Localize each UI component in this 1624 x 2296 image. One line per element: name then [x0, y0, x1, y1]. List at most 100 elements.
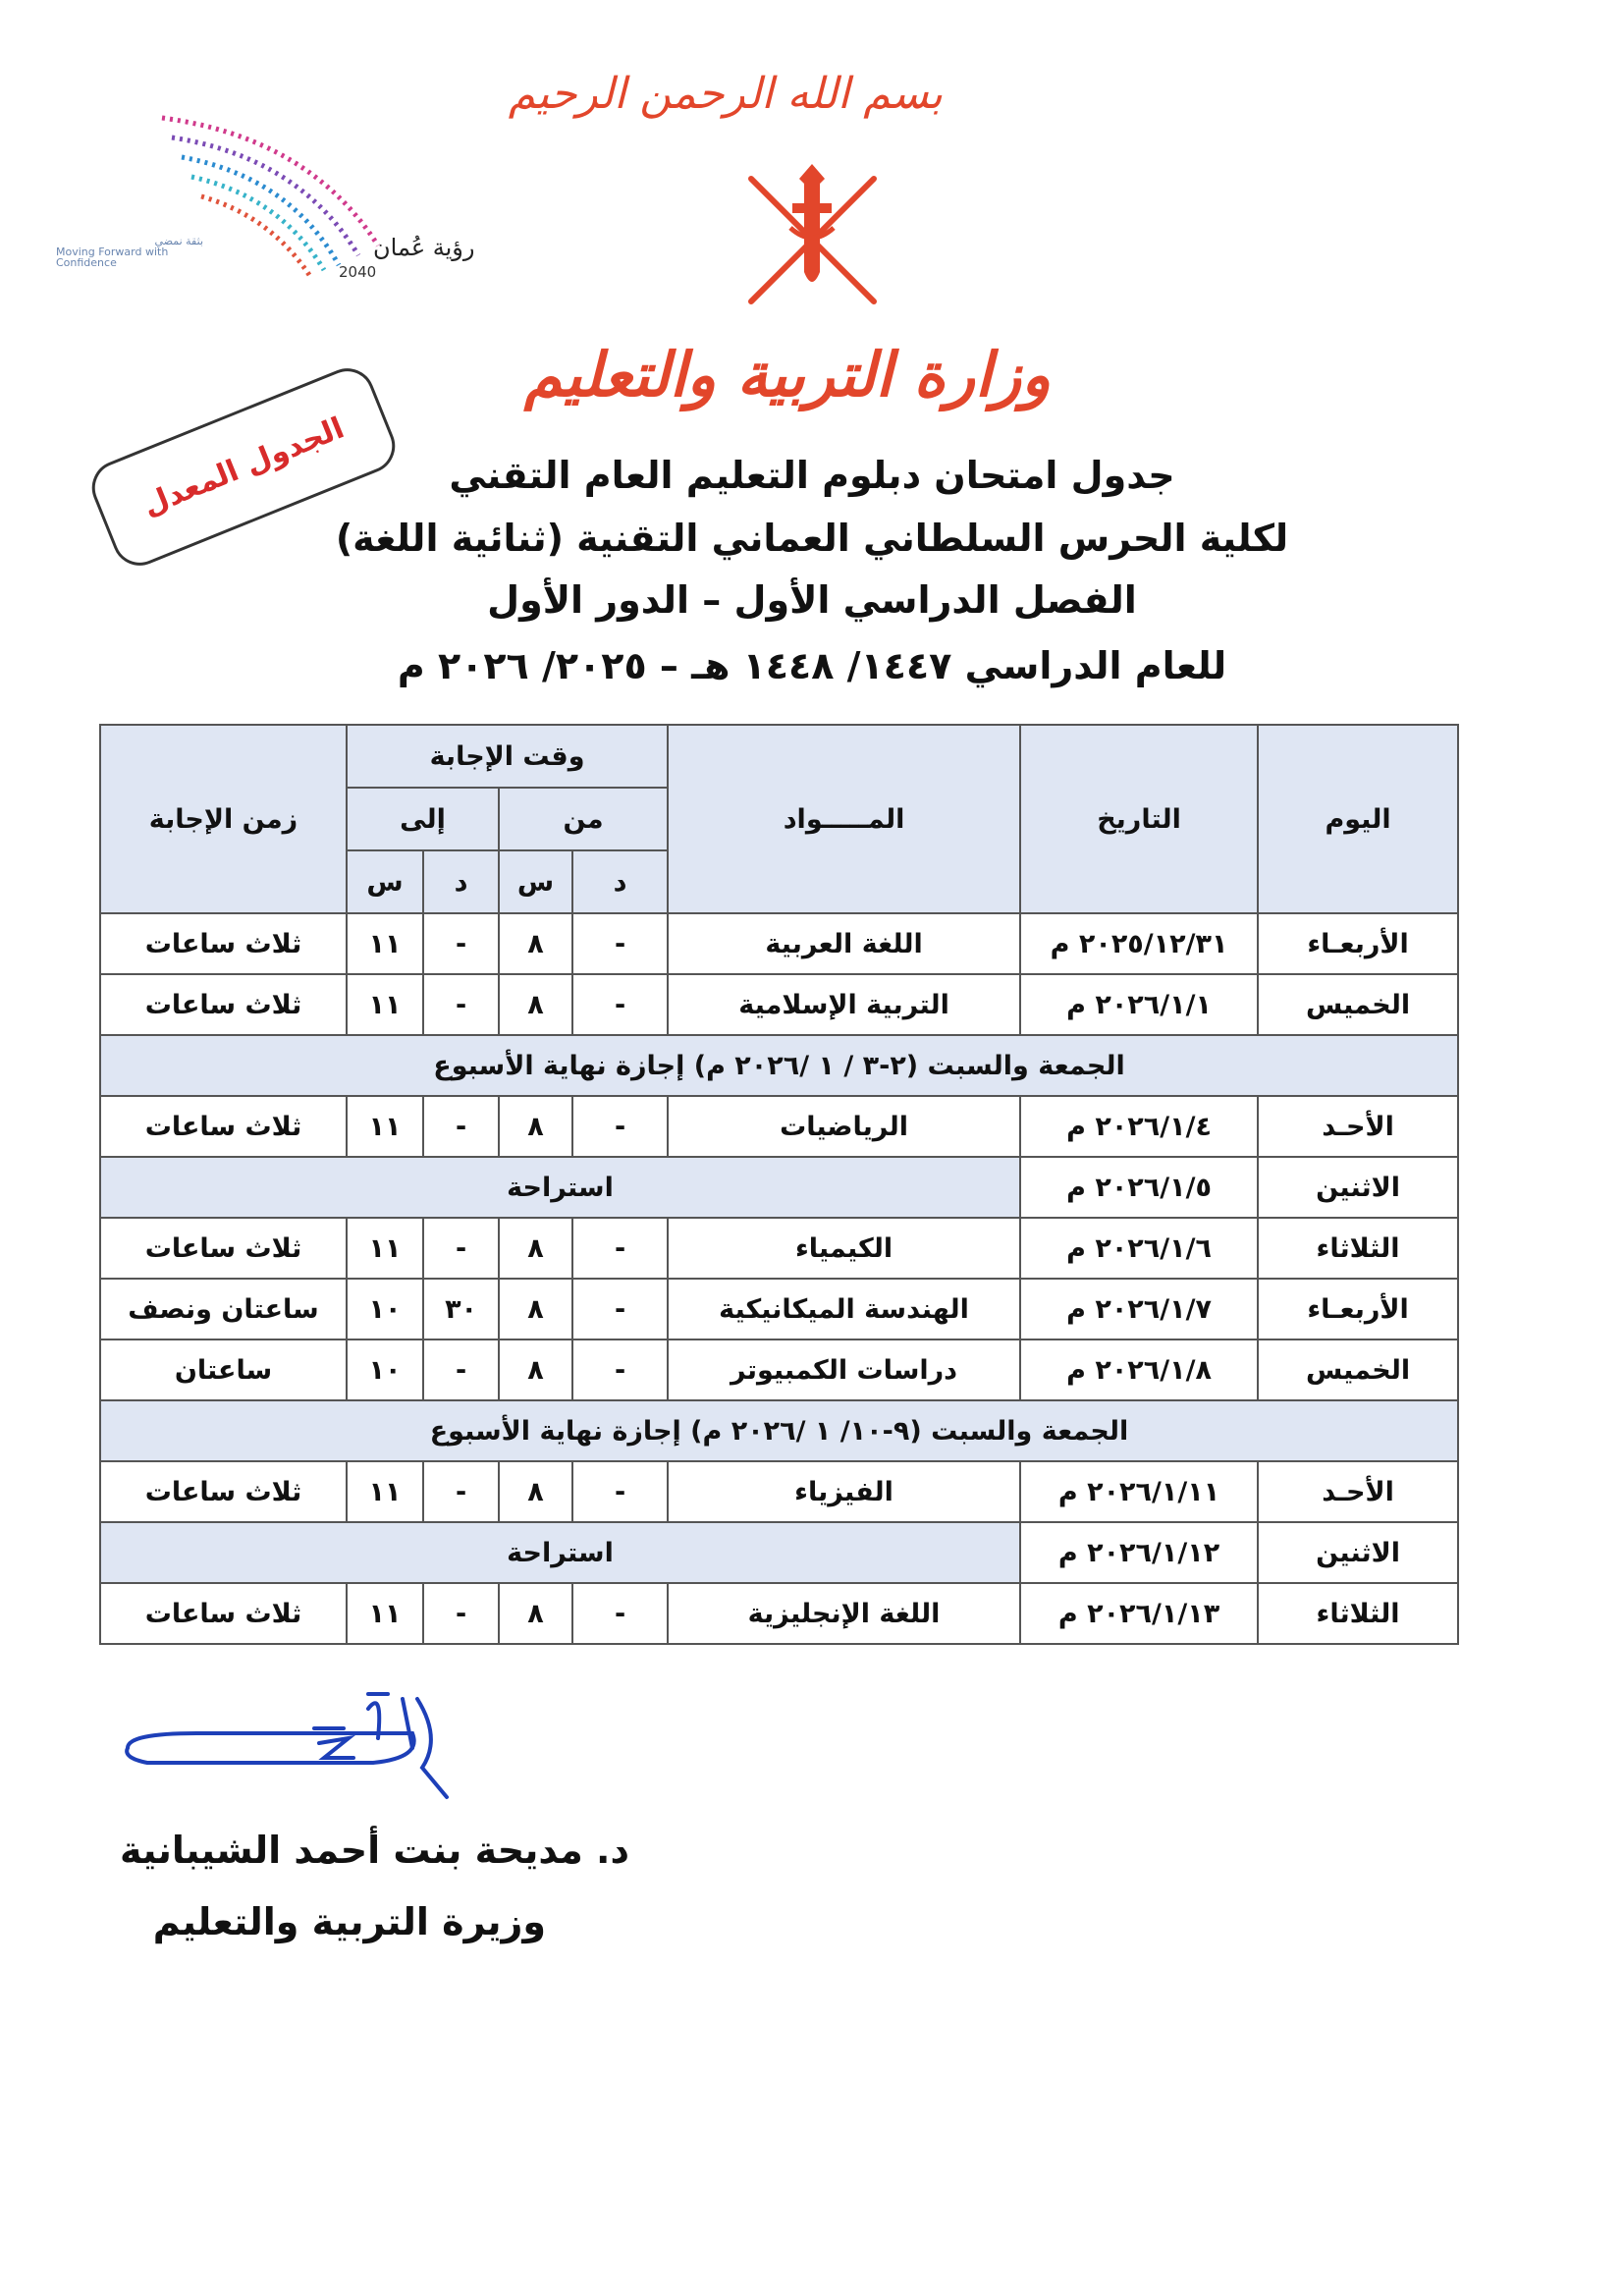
cell-to-hour: ١١ [345, 1095, 425, 1158]
oman-vision-2040-logo: رؤية عُمان 2040 بثقة نمضي Moving Forward… [54, 98, 496, 295]
table-body: الأربعـاء ٢٠٢٥/١٢/٣١ م اللغة العربية -٨-١١ ث… [98, 912, 1460, 1645]
cell-date: ٢٠٢٦/١/٤ م [1019, 1095, 1260, 1158]
cell-to-hour: ١١ [345, 973, 425, 1036]
cell-from-minute: - [571, 912, 670, 975]
cell-date: ٢٠٢٦/١/١١ م [1019, 1460, 1260, 1523]
cell-day: الأحـد [1257, 1095, 1460, 1158]
title-line-1: جدول امتحان دبلوم التعليم العام التقني [449, 454, 1175, 497]
cell-date: ٢٠٢٦/١/١٢ م [1019, 1521, 1260, 1584]
cell-subject: الهندسة الميكانيكية [667, 1278, 1022, 1340]
cell-duration: ساعتان ونصف [99, 1278, 348, 1340]
cell-from-hour: ٨ [498, 1582, 574, 1645]
table-row-exam: الثلاثاء ٢٠٢٦/١/٦ م الكيمياء -٨-١١ ثلاث ساعا… [99, 1217, 1460, 1280]
cell-duration: ثلاث ساعات [99, 912, 348, 975]
cell-day: الأربعـاء [1257, 1278, 1460, 1340]
table-row-exam: الخميس ٢٠٢٦/١/١ م التربية الإسلامية -٨-١١ ثل… [99, 973, 1460, 1036]
cell-duration: ساعتان [99, 1339, 348, 1401]
cell-to-hour: ١٠ [345, 1339, 425, 1401]
header-to: إلى [345, 787, 501, 851]
cell-to-minute: - [422, 1339, 501, 1401]
cell-day: الاثنين [1257, 1156, 1460, 1219]
title-line-4: للعام الدراسي ١٤٤٧/ ١٤٤٨ هـ – ٢٠٢٥/ ٢٠٢٦… [397, 644, 1227, 687]
handwritten-signature [125, 1692, 449, 1799]
cell-to-minute: - [422, 1095, 501, 1158]
header-from-hour: س [498, 849, 574, 914]
cell-from-hour: ٨ [498, 912, 574, 975]
cell-from-hour: ٨ [498, 1095, 574, 1158]
vision-year: 2040 [339, 263, 377, 281]
cell-date: ٢٠٢٦/١/٧ م [1019, 1278, 1260, 1340]
cell-subject: الرياضيات [667, 1095, 1022, 1158]
cell-from-hour: ٨ [498, 1278, 574, 1340]
cell-date: ٢٠٢٦/١/١ م [1019, 973, 1260, 1036]
cell-subject: دراسات الكمبيوتر [667, 1339, 1022, 1401]
exam-schedule-table: اليوم التاريخ المـــــواد وقت الإجابة زم… [98, 724, 1460, 1645]
cell-to-hour: ١١ [345, 1582, 425, 1645]
rest-day-note: استراحة [98, 1521, 1022, 1584]
table-row-exam: الثلاثاء ٢٠٢٦/١/١٣ م اللغة الإنجليزية -٨-١١… [99, 1582, 1460, 1645]
cell-day: الاثنين [1257, 1521, 1460, 1584]
cell-day: الثلاثاء [1257, 1582, 1460, 1645]
cell-to-minute: - [422, 1582, 501, 1645]
cell-from-hour: ٨ [498, 973, 574, 1036]
weekend-note: الجمعة والسبت (٩-١٠/ ١ /٢٠٢٦ م) إجازة نه… [98, 1399, 1460, 1462]
rest-day-note: استراحة [98, 1156, 1022, 1219]
oman-emblem-icon [748, 164, 877, 304]
cell-date: ٢٠٢٦/١/١٣ م [1019, 1582, 1260, 1645]
table-row-exam: الأحـد ٢٠٢٦/١/٤ م الرياضيات -٨-١١ ثلاث ساعات [99, 1095, 1460, 1158]
cell-from-hour: ٨ [498, 1460, 574, 1523]
header-from: من [498, 787, 670, 851]
header-to-hour: س [345, 849, 425, 914]
cell-date: ٢٠٢٥/١٢/٣١ م [1019, 912, 1260, 975]
cell-subject: الكيمياء [667, 1217, 1022, 1280]
cell-to-hour: ١٠ [345, 1278, 425, 1340]
ministry-logo: وزارة التربية والتعليم [523, 339, 1051, 410]
cell-to-minute: ٣٠ [422, 1278, 501, 1340]
cell-from-minute: - [571, 1095, 670, 1158]
vision-arabic-text: رؤية عُمان [373, 234, 475, 261]
title-line-2: لكلية الحرس السلطاني العماني التقنية (ثن… [335, 517, 1289, 560]
header-to-minute: د [422, 849, 501, 914]
signatory-position: وزيرة التربية والتعليم [152, 1900, 546, 1943]
cell-from-minute: - [571, 1460, 670, 1523]
table-row-rest: الاثنين ٢٠٢٦/١/٥ م استراحة [98, 1156, 1460, 1219]
cell-subject: اللغة الإنجليزية [667, 1582, 1022, 1645]
cell-to-hour: ١١ [345, 1217, 425, 1280]
cell-to-minute: - [422, 1217, 501, 1280]
cell-duration: ثلاث ساعات [99, 1217, 348, 1280]
cell-day: الثلاثاء [1257, 1217, 1460, 1280]
cell-day: الأحـد [1257, 1460, 1460, 1523]
weekend-note: الجمعة والسبت (٢-٣ / ١ /٢٠٢٦ م) إجازة نه… [98, 1034, 1460, 1097]
cell-date: ٢٠٢٦/١/٨ م [1019, 1339, 1260, 1401]
table-row-exam: الأربعـاء ٢٠٢٥/١٢/٣١ م اللغة العربية -٨-١١ ث… [99, 912, 1460, 975]
table-row-weekend: الجمعة والسبت (٩-١٠/ ١ /٢٠٢٦ م) إجازة نه… [98, 1399, 1460, 1462]
tagline-english: Moving Forward with Confidence [56, 246, 169, 269]
cell-to-hour: ١١ [345, 912, 425, 975]
table-row-rest: الاثنين ٢٠٢٦/١/١٢ م استراحة [98, 1521, 1460, 1584]
cell-duration: ثلاث ساعات [99, 1460, 348, 1523]
cell-from-minute: - [571, 1217, 670, 1280]
cell-to-hour: ١١ [345, 1460, 425, 1523]
cell-from-minute: - [571, 973, 670, 1036]
header-date: التاريخ [1019, 724, 1260, 914]
cell-subject: اللغة العربية [667, 912, 1022, 975]
bismillah-calligraphy: بسم الله الرحمن الرحيم [508, 69, 943, 119]
cell-from-hour: ٨ [498, 1217, 574, 1280]
header-subject: المـــــواد [667, 724, 1022, 914]
tagline-arabic: بثقة نمضي [154, 235, 203, 247]
vision-tagline: بثقة نمضي Moving Forward with Confidence [56, 236, 203, 268]
cell-duration: ثلاث ساعات [99, 1095, 348, 1158]
cell-subject: التربية الإسلامية [667, 973, 1022, 1036]
cell-day: الأربعـاء [1257, 912, 1460, 975]
header-from-minute: د [571, 849, 670, 914]
cell-to-minute: - [422, 912, 501, 975]
cell-date: ٢٠٢٦/١/٦ م [1019, 1217, 1260, 1280]
cell-duration: ثلاث ساعات [99, 973, 348, 1036]
cell-duration: ثلاث ساعات [99, 1582, 348, 1645]
cell-date: ٢٠٢٦/١/٥ م [1019, 1156, 1260, 1219]
table-row-exam: الأربعـاء ٢٠٢٦/١/٧ م الهندسة الميكانيكية -٨… [99, 1278, 1460, 1340]
vision-swirl-icon [161, 115, 381, 277]
cell-day: الخميس [1257, 973, 1460, 1036]
cell-day: الخميس [1257, 1339, 1460, 1401]
table-row-exam: الأحـد ٢٠٢٦/١/١١ م الفيزياء -٨-١١ ثلاث ساعات [99, 1460, 1460, 1523]
